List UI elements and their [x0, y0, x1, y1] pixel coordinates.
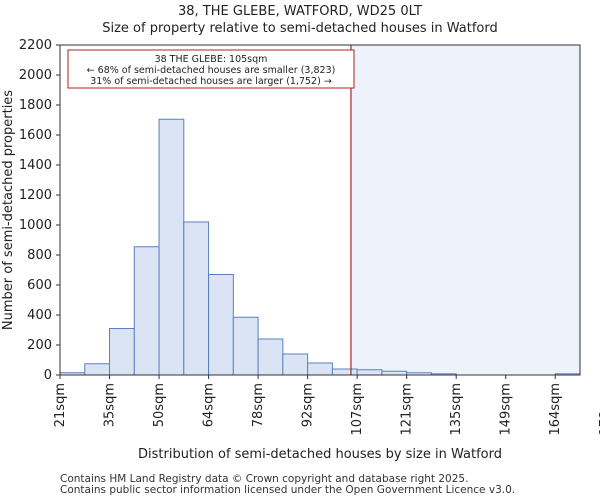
- y-tick-label: 1200: [19, 188, 52, 203]
- histogram-bar: [109, 328, 135, 376]
- x-axis-label: Distribution of semi-detached houses by …: [138, 447, 502, 462]
- x-tick-label: 92sqm: [301, 383, 316, 427]
- x-tick-label: 50sqm: [152, 383, 167, 427]
- y-tick-label: 1800: [19, 98, 52, 113]
- x-tick-label: 21sqm: [53, 383, 68, 427]
- annotation-box: [67, 49, 355, 89]
- histogram-bar: [381, 370, 408, 376]
- y-tick-label: 200: [27, 338, 52, 353]
- x-tick-label: 107sqm: [350, 383, 365, 436]
- histogram-bar: [208, 274, 234, 376]
- y-tick-label: 800: [27, 248, 52, 263]
- plot-frame: [59, 44, 581, 376]
- histogram-bar: [257, 338, 284, 376]
- histogram-bar: [331, 368, 358, 376]
- x-tick-label: 121sqm: [400, 383, 415, 436]
- y-tick-label: 600: [27, 278, 52, 293]
- chart-title-subtitle: Size of property relative to semi-detach…: [102, 21, 498, 36]
- y-tick-label: 1400: [19, 158, 52, 173]
- histogram-bar: [282, 353, 309, 376]
- histogram-bar: [133, 246, 160, 376]
- x-tick-label: 178sqm: [598, 383, 600, 436]
- y-tick-label: 1600: [19, 128, 52, 143]
- x-tick-label: 135sqm: [449, 383, 464, 436]
- histogram-bar: [84, 363, 111, 376]
- y-tick-label: 2000: [19, 68, 52, 83]
- histogram-bar: [307, 362, 333, 376]
- histogram-bar: [232, 316, 259, 376]
- x-tick-label: 64sqm: [202, 383, 217, 427]
- y-tick-label: 1000: [19, 218, 52, 233]
- x-tick-label: 78sqm: [251, 383, 266, 427]
- histogram-bar: [158, 118, 185, 376]
- annotation-line-2: ← 68% of semi-detached houses are smalle…: [87, 65, 336, 76]
- y-axis-label: Number of semi-detached properties: [1, 90, 16, 330]
- histogram-bar: [356, 369, 383, 376]
- y-tick-label: 400: [27, 308, 52, 323]
- x-tick-label: 164sqm: [548, 383, 563, 436]
- larger-region-shade: [350, 45, 580, 375]
- x-tick-label: 149sqm: [499, 383, 514, 436]
- y-tick-label: 0: [44, 368, 52, 383]
- x-tick-label: 35sqm: [103, 383, 118, 427]
- footer-copyright: Contains HM Land Registry data © Crown c…: [60, 473, 469, 485]
- footer-licence: Contains public sector information licen…: [60, 484, 516, 496]
- annotation-line-3: 31% of semi-detached houses are larger (…: [90, 76, 332, 87]
- annotation-line-1: 38 THE GLEBE: 105sqm: [155, 54, 268, 65]
- histogram-bar: [183, 221, 210, 376]
- chart-title-address: 38, THE GLEBE, WATFORD, WD25 0LT: [178, 4, 422, 19]
- y-tick-label: 2200: [19, 38, 52, 53]
